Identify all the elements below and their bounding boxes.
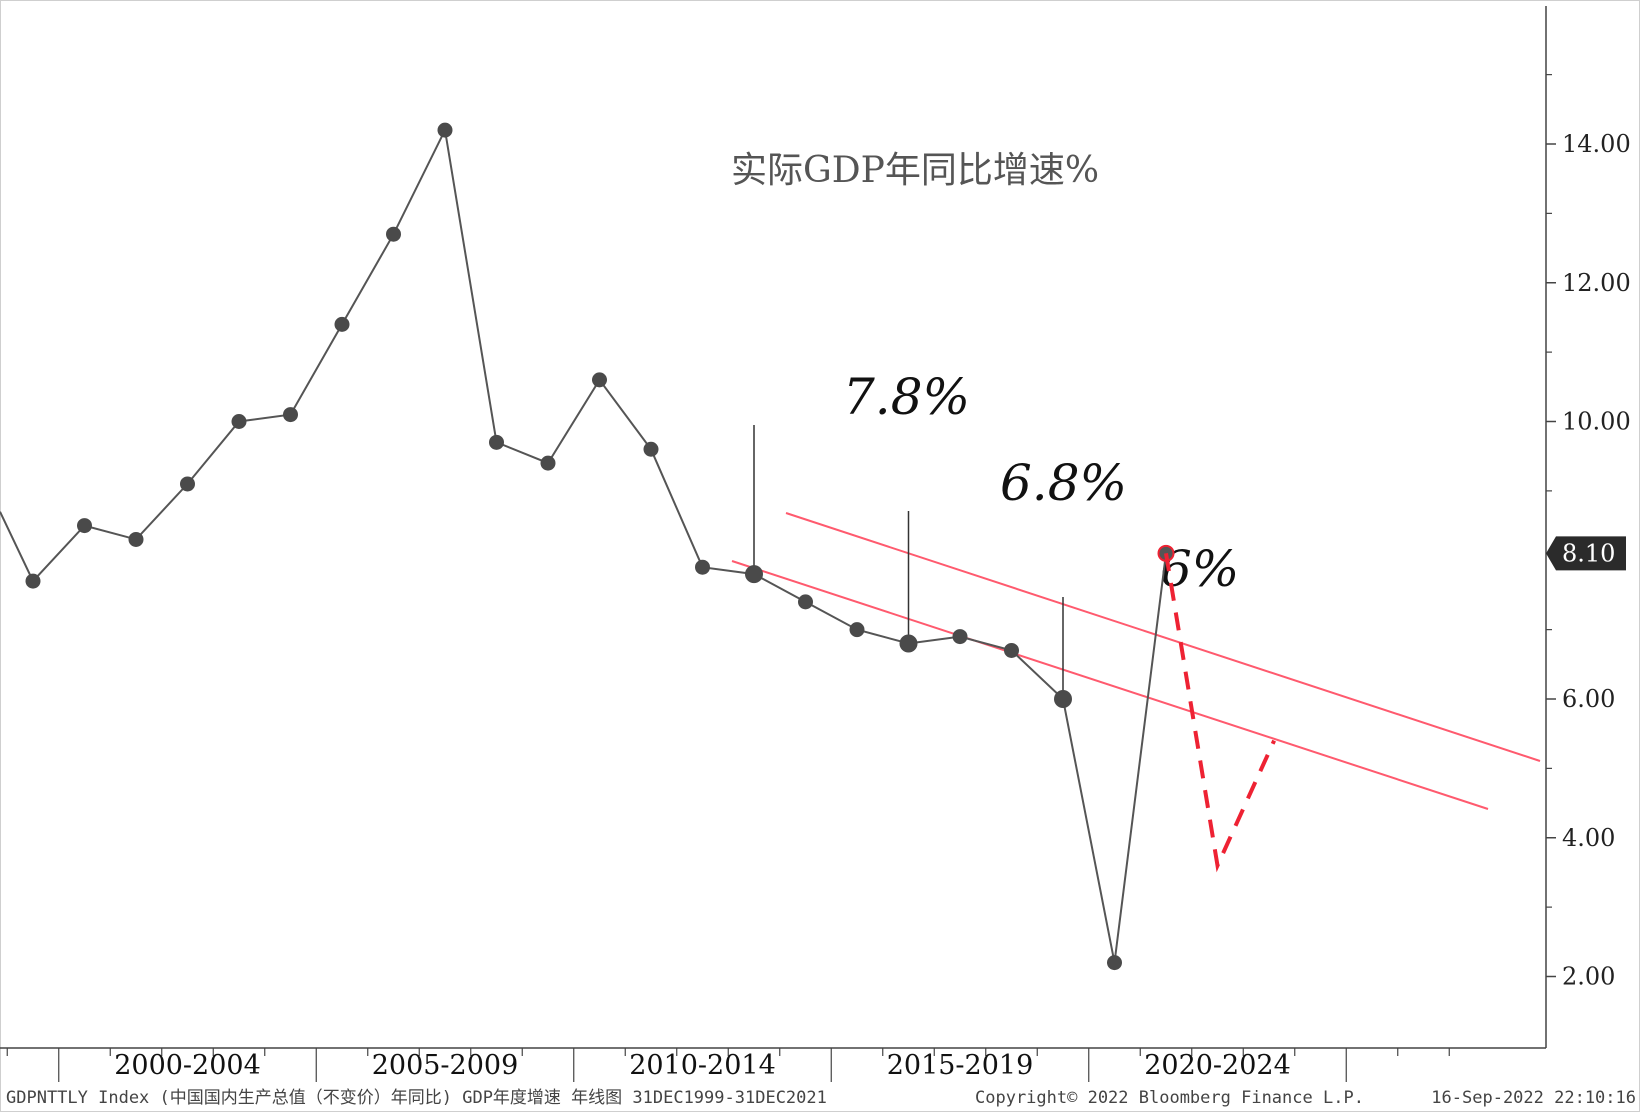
x-tick-label: 2010-2014 (629, 1050, 776, 1081)
data-point-2009 (540, 455, 556, 471)
data-point-2000 (77, 518, 92, 534)
data-point-2019 (1054, 690, 1072, 708)
data-point-2003 (231, 414, 247, 429)
data-point-2017 (952, 629, 968, 645)
data-point-2007 (437, 122, 453, 138)
y-tick-label: 12.00 (1562, 269, 1631, 297)
data-point-1999 (25, 573, 41, 589)
projection-line (1164, 552, 1276, 873)
channel-lower-line (731, 560, 1489, 810)
data-point-2008 (489, 434, 504, 450)
x-axis-ticks: 2000-2004 2005-2009 2010-2014 2015-2019 2020… (6, 1048, 1450, 1082)
data-point-2005 (334, 316, 350, 332)
y-tick-label: 2.00 (1562, 963, 1615, 991)
last-value-badge-text: 8.10 (1562, 539, 1615, 567)
x-tick-label: 2005-2009 (372, 1050, 519, 1081)
channel-upper-line (785, 512, 1541, 762)
data-point-2010 (592, 372, 607, 388)
x-tick-label: 2020-2024 (1144, 1050, 1291, 1081)
y-axis-ticks: 14.00 12.00 10.00 6.00 4.00 2.00 (1546, 74, 1631, 991)
callout-label: 6.8% (1000, 454, 1127, 512)
footer-copyright: Copyright© 2022 Bloomberg Finance L.P. (975, 1088, 1364, 1108)
trend-channel (731, 512, 1541, 810)
projection-dashed (1164, 552, 1276, 873)
data-point-2015 (849, 622, 865, 638)
data-point-2018 (1004, 642, 1019, 658)
data-point-2001 (128, 531, 144, 547)
series-line (0, 126, 1167, 963)
footer-source: GDPNTTLY Index (中国国内生产总值（不变价）年同比) GDP年度增… (6, 1088, 827, 1108)
y-tick-label: 4.00 (1562, 824, 1615, 852)
series-gdp-growth (0, 122, 1175, 971)
y-tick-label: 14.00 (1562, 130, 1631, 158)
callout-label: 7.8% (843, 368, 970, 426)
data-point-2020 (1107, 955, 1122, 971)
data-point-2016 (899, 634, 918, 653)
data-point-2014 (798, 594, 813, 610)
data-point-2006 (386, 226, 401, 242)
data-point-2012 (695, 559, 710, 575)
data-point-2004 (283, 407, 298, 423)
annotation-callouts: 7.8%6.8%6% (753, 368, 1239, 699)
y-tick-label: 6.00 (1562, 685, 1615, 713)
last-value-badge-shape (1546, 536, 1626, 571)
x-tick-label: 2015-2019 (887, 1050, 1034, 1081)
data-point-2002 (180, 476, 195, 492)
data-point-2013 (745, 565, 763, 584)
x-tick-label: 2000-2004 (114, 1050, 261, 1081)
y-tick-label: 10.00 (1562, 408, 1631, 436)
chart-title: 实际GDP年同比增速% (731, 150, 1099, 191)
footer-timestamp: 16-Sep-2022 22:10:16 (1431, 1088, 1636, 1108)
data-point-2011 (643, 441, 659, 457)
last-value-badge: 8.10 (1546, 536, 1626, 571)
